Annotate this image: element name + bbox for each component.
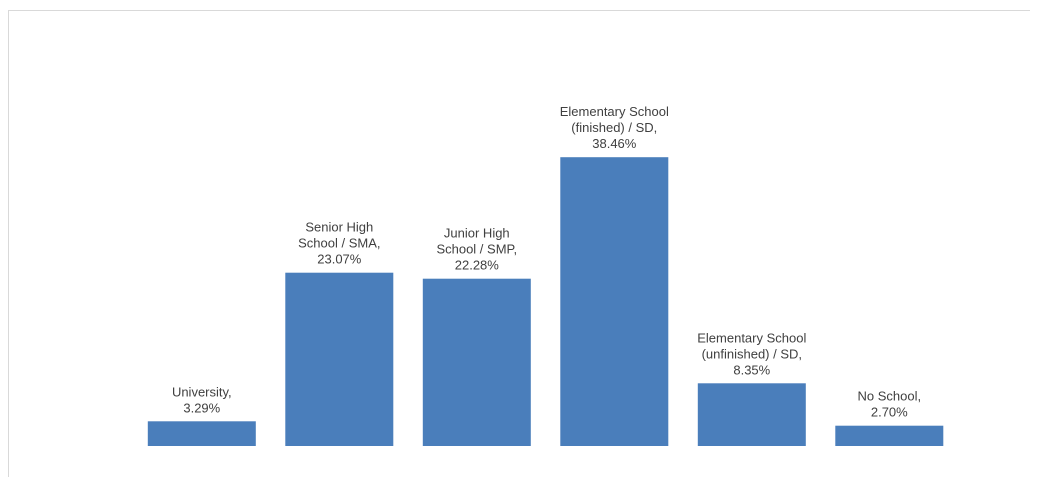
labels-layer: University, 3.29% Senior High School / SMA,… — [172, 104, 921, 420]
data-label-6-line-2: 2.70% — [871, 405, 908, 420]
bar-chart: University, 3.29% Senior High School / SMA,… — [147, 104, 944, 446]
data-label-5: Elementary School (unfinished) / SD, 8.35% — [697, 330, 806, 377]
data-label-6-line-1: No School, — [858, 389, 922, 404]
data-label-6: No School, 2.70% — [858, 389, 922, 420]
data-label-3: Junior High School / SMP, 22.28% — [436, 226, 517, 273]
data-label-5-line-3: 8.35% — [733, 362, 770, 377]
bar-4 — [560, 157, 669, 446]
data-label-4-line-2: (finished) / SD, — [571, 120, 657, 135]
data-label-1: University, 3.29% — [172, 384, 232, 415]
data-label-3-line-2: School / SMP, — [436, 242, 517, 257]
data-label-1-line-1: University, — [172, 384, 232, 399]
bars-layer — [147, 157, 944, 446]
bar-2 — [285, 272, 394, 446]
bar-6 — [835, 425, 944, 446]
data-label-5-line-2: (unfinished) / SD, — [702, 346, 802, 361]
data-label-2-line-3: 23.07% — [317, 252, 362, 267]
bar-5 — [697, 383, 806, 446]
data-label-2-line-2: School / SMA, — [298, 236, 380, 251]
data-label-2-line-1: Senior High — [305, 220, 373, 235]
bar-3 — [422, 278, 531, 446]
chart-frame: University, 3.29% Senior High School / SMA,… — [8, 10, 1030, 477]
data-label-2: Senior High School / SMA, 23.07% — [298, 220, 380, 267]
bar-1 — [147, 421, 256, 446]
data-label-1-line-2: 3.29% — [183, 400, 220, 415]
data-label-3-line-1: Junior High — [444, 226, 510, 241]
data-label-4: Elementary School (finished) / SD, 38.46% — [560, 104, 669, 151]
data-label-4-line-3: 38.46% — [592, 136, 637, 151]
data-label-3-line-3: 22.28% — [455, 258, 500, 273]
data-label-4-line-1: Elementary School — [560, 104, 669, 119]
data-label-5-line-1: Elementary School — [697, 330, 806, 345]
